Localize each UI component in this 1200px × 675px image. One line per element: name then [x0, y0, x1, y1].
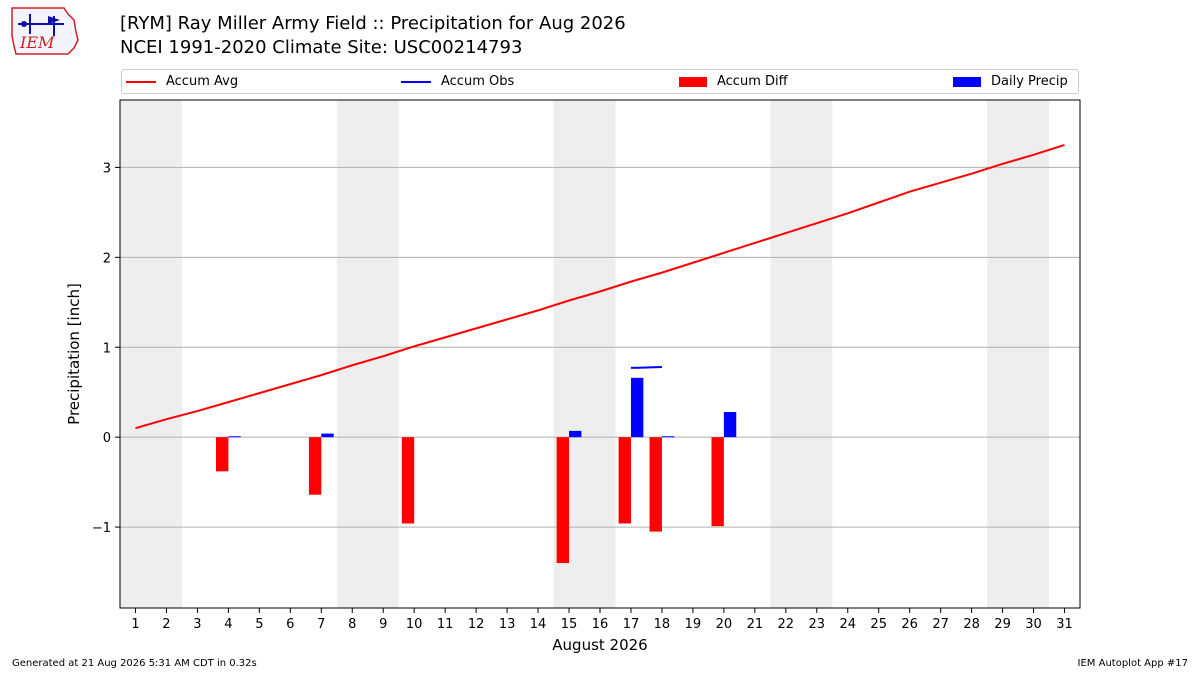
x-tick-label-1: 2 [162, 617, 170, 632]
chart-title: [RYM] Ray Miller Army Field :: Precipita… [120, 12, 626, 60]
x-tick-label-12: 13 [499, 617, 516, 632]
x-tick-label-17: 18 [654, 617, 671, 632]
daily-precip-bar-18 [661, 436, 675, 438]
title-line-1: [RYM] Ray Miller Army Field :: Precipita… [120, 13, 626, 34]
legend-item-accum-avg: Accum Avg [126, 70, 238, 93]
x-tick-label-0: 1 [131, 617, 139, 632]
x-tick-label-11: 12 [468, 617, 485, 632]
x-tick-label-22: 23 [809, 617, 826, 632]
legend-swatch-daily-precip [953, 76, 981, 87]
accum-diff-bar-18 [649, 437, 662, 532]
x-tick-label-14: 15 [561, 617, 578, 632]
weekend-band-4 [987, 100, 1050, 608]
accum-diff-bar-10 [401, 437, 415, 524]
logo-text: IEM [19, 33, 55, 52]
x-tick-label-6: 7 [317, 617, 325, 632]
x-tick-label-8: 9 [379, 617, 387, 632]
x-tick-label-24: 25 [870, 617, 887, 632]
x-tick-label-5: 6 [286, 617, 294, 632]
legend-label-accum-diff: Accum Diff [717, 74, 788, 89]
y-tick-label-4: 3 [103, 161, 111, 176]
legend-label-accum-avg: Accum Avg [166, 74, 239, 89]
x-tick-label-4: 5 [255, 617, 263, 632]
x-tick-label-21: 22 [778, 617, 795, 632]
x-tick-label-10: 11 [437, 617, 454, 632]
x-tick-label-13: 14 [530, 617, 547, 632]
legend-label-accum-obs: Accum Obs [441, 74, 515, 89]
y-axis-label: Precipitation [inch] [65, 283, 83, 425]
daily-precip-bar-20 [723, 411, 737, 438]
x-tick-label-23: 24 [839, 617, 856, 632]
weekend-band-0 [120, 100, 182, 608]
x-tick-label-30: 31 [1056, 617, 1073, 632]
legend-swatch-accum-avg [126, 80, 156, 83]
x-tick-label-16: 17 [623, 617, 640, 632]
daily-precip-bar-17 [630, 377, 644, 438]
x-tick-label-26: 27 [932, 617, 949, 632]
x-axis-label: August 2026 [552, 636, 647, 654]
bars [216, 377, 737, 564]
app-credit: IEM Autoplot App #17 [1077, 658, 1188, 669]
daily-precip-bar-15 [569, 430, 582, 438]
x-tick-label-3: 4 [224, 617, 232, 632]
y-tick-label-2: 1 [103, 341, 111, 356]
y-tick-label-1: 0 [103, 431, 111, 446]
x-tick-label-15: 16 [592, 617, 609, 632]
accum-diff-bar-7 [308, 437, 322, 495]
legend-item-daily-precip: Daily Precip [953, 70, 1068, 93]
x-tick-label-2: 3 [193, 617, 201, 632]
daily-precip-bar-4 [228, 436, 241, 438]
accum-diff-bar-4 [216, 437, 229, 472]
x-tick-label-28: 29 [994, 617, 1011, 632]
legend: Accum Avg Accum Obs Accum Diff Daily Pre… [121, 69, 1079, 94]
title-line-2: NCEI 1991-2020 Climate Site: USC00214793 [120, 37, 523, 58]
x-tick-label-18: 19 [685, 617, 702, 632]
grid-lines [120, 166, 1080, 528]
y-tick-label-3: 2 [103, 251, 111, 266]
daily-precip-bar-7 [321, 433, 334, 438]
x-tick-label-9: 10 [406, 617, 423, 632]
x-tick-label-7: 8 [348, 617, 356, 632]
accum-diff-bar-17 [618, 437, 631, 524]
iem-logo: IEM [8, 6, 80, 58]
accum-diff-bar-15 [556, 437, 570, 564]
weekend-shading [120, 100, 1050, 608]
x-tick-label-27: 28 [963, 617, 980, 632]
weekend-band-3 [770, 100, 833, 608]
accum-avg-line [135, 144, 1065, 430]
y-tick-label-0: −1 [92, 521, 111, 536]
accum-obs-line [630, 366, 662, 369]
legend-item-accum-diff: Accum Diff [679, 70, 788, 93]
x-tick-label-25: 26 [901, 617, 918, 632]
accum-diff-bar-20 [711, 437, 724, 527]
legend-swatch-accum-obs [401, 80, 431, 83]
generated-timestamp: Generated at 21 Aug 2026 5:31 AM CDT in … [12, 658, 257, 669]
legend-item-accum-obs: Accum Obs [401, 70, 514, 93]
lines [135, 144, 1065, 430]
x-tick-label-19: 20 [716, 617, 733, 632]
iem-logo-graphic: IEM [11, 7, 79, 55]
legend-label-daily-precip: Daily Precip [991, 74, 1068, 89]
legend-swatch-accum-diff [679, 76, 707, 87]
x-tick-label-20: 21 [747, 617, 764, 632]
x-tick-label-29: 30 [1025, 617, 1042, 632]
